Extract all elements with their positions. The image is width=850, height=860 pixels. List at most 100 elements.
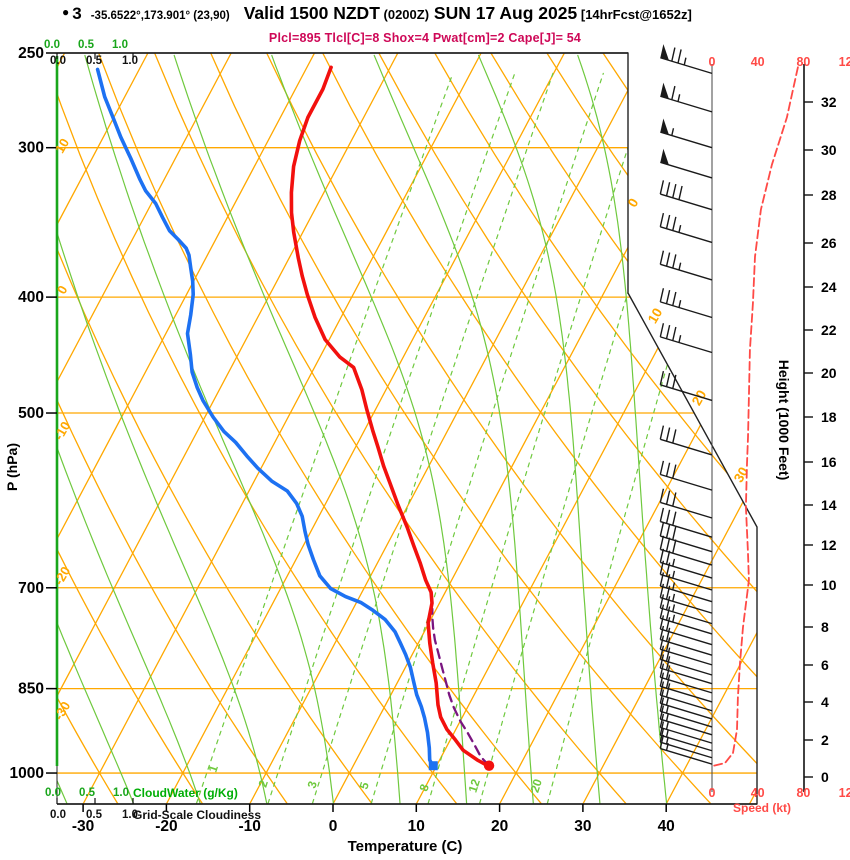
wind-barb-feather <box>659 697 665 712</box>
dry-adiabat-label: 10 <box>52 136 72 156</box>
wind-barb-feather <box>659 721 665 736</box>
wind-barb-pennant <box>660 148 669 165</box>
wind-speed-profile-curve <box>713 66 799 767</box>
wind-barb-feather <box>672 464 677 479</box>
wind-barb-feather <box>659 672 665 687</box>
wind-barb-staff <box>660 726 713 744</box>
isotherm-line <box>57 53 316 804</box>
cloudiness-scale-bottom-label: 0.0 <box>50 809 66 821</box>
wind-barb-feather <box>665 372 671 387</box>
wind-barb-feather <box>672 492 677 507</box>
moist-adiabat-line <box>57 54 201 804</box>
wind-barb <box>659 625 713 656</box>
wind-barb-feather <box>671 85 676 100</box>
height-tick-label: 30 <box>821 142 837 158</box>
isotherm-line <box>165 53 566 804</box>
wind-barb-feather <box>665 462 671 477</box>
mixing-ratio-label: 2 <box>256 778 271 789</box>
plot-frame <box>46 52 758 812</box>
wind-barb <box>659 460 713 491</box>
wind-barb-feather <box>665 637 671 652</box>
temperature-curve <box>289 65 489 768</box>
wind-barb-feather <box>659 250 665 265</box>
wind-barb <box>659 721 713 752</box>
wind-barb-feather <box>665 214 671 229</box>
wind-barb-feather <box>665 665 671 680</box>
temperature-tick-label: 30 <box>574 818 591 835</box>
wind-barb-staff <box>660 384 713 402</box>
dry-adiabat-line <box>57 53 373 804</box>
wind-barb-feather <box>659 488 665 503</box>
wind-barb <box>659 615 713 646</box>
speed-tick-label-top: 80 <box>796 55 810 69</box>
wind-barb-staff <box>660 473 713 491</box>
wind-barb-feather <box>665 596 671 611</box>
wind-barb-feather <box>671 47 676 62</box>
mixing-ratio-label: 5 <box>357 780 372 791</box>
pressure-tick-label: 300 <box>18 140 44 157</box>
height-axis-title: Height (1000 Feet) <box>776 360 792 481</box>
cloudwater-scale-bottom-label: 0.0 <box>45 787 61 799</box>
cloudiness-scale-bottom-label: 0.5 <box>86 809 103 821</box>
wind-barb-feather <box>665 524 671 539</box>
cloudiness-scale-top-label: 1.0 <box>122 55 138 67</box>
valid-time: Valid 1500 NZDT <box>243 3 380 23</box>
valid-date: SUN 17 Aug 2025 <box>433 3 578 23</box>
wind-barb-feather <box>672 539 677 554</box>
mixing-ratio-label: 8 <box>417 782 432 793</box>
wind-barb-half-feather <box>665 697 669 706</box>
wind-barb-feather <box>665 427 671 442</box>
wind-barb <box>659 323 713 354</box>
isotherm-line <box>415 53 757 804</box>
wind-barb <box>659 425 713 456</box>
pressure-tick-label: 700 <box>18 580 44 597</box>
wind-barb-feather <box>659 370 665 385</box>
wind-barb <box>660 82 713 113</box>
wind-barb-feather <box>672 326 677 341</box>
dry-adiabat-line <box>434 53 757 804</box>
temperature-axis-title: Temperature (C) <box>348 838 463 855</box>
wind-barb-feather <box>665 490 671 505</box>
height-tick-label: 32 <box>821 94 837 110</box>
height-tick-label: 20 <box>821 365 837 381</box>
plot-right-border <box>627 52 758 805</box>
wind-barb-feather <box>659 654 665 669</box>
wind-barb-half-feather <box>665 729 669 738</box>
wind-barb-half-feather <box>672 604 676 612</box>
moist-adiabat-line <box>57 54 134 804</box>
wind-barb-staff <box>660 718 713 736</box>
speed-axis-title: Speed (kt) <box>733 801 791 815</box>
surface-temperature-dot <box>483 760 495 771</box>
wind-barb-feather <box>665 574 671 589</box>
cloudwater-scale-title: CloudWater (g/Kg) <box>133 786 238 800</box>
isotherm-label: 20 <box>689 387 710 408</box>
wind-barb-feather <box>665 289 671 304</box>
mixing-ratio-line <box>479 72 697 804</box>
dry-adiabat-line <box>658 53 757 804</box>
mixing-ratio-line <box>311 72 554 804</box>
sounding-curves <box>95 65 495 771</box>
wind-barb-feather <box>659 734 665 749</box>
wind-barb-pennant <box>660 44 669 61</box>
wind-barb-staff <box>660 747 713 765</box>
parcel-trajectory-curve <box>431 607 491 767</box>
wind-barb-feather <box>659 615 665 630</box>
cloudwater-scale-top-label: 0.0 <box>44 39 60 51</box>
wind-barb-feather <box>659 507 665 522</box>
height-tick-label: 28 <box>821 187 837 203</box>
wind-barb <box>660 44 713 75</box>
isotherm-line <box>57 53 399 804</box>
forecast-info: [14hrFcst@1652z] <box>580 7 692 22</box>
wind-barb <box>659 250 713 281</box>
wind-barb-staff <box>660 438 713 456</box>
mixing-ratio-line <box>370 72 604 804</box>
temperature-tick-label: 40 <box>658 818 675 835</box>
isotherm-line <box>57 53 232 804</box>
dewpoint-curve <box>95 67 434 765</box>
dry-adiabat-line <box>57 53 203 804</box>
wind-barb-feather <box>665 683 671 698</box>
wind-barb-feather <box>659 583 665 598</box>
dry-adiabat-label: -30 <box>51 699 73 723</box>
wind-barb-feather <box>659 323 665 338</box>
